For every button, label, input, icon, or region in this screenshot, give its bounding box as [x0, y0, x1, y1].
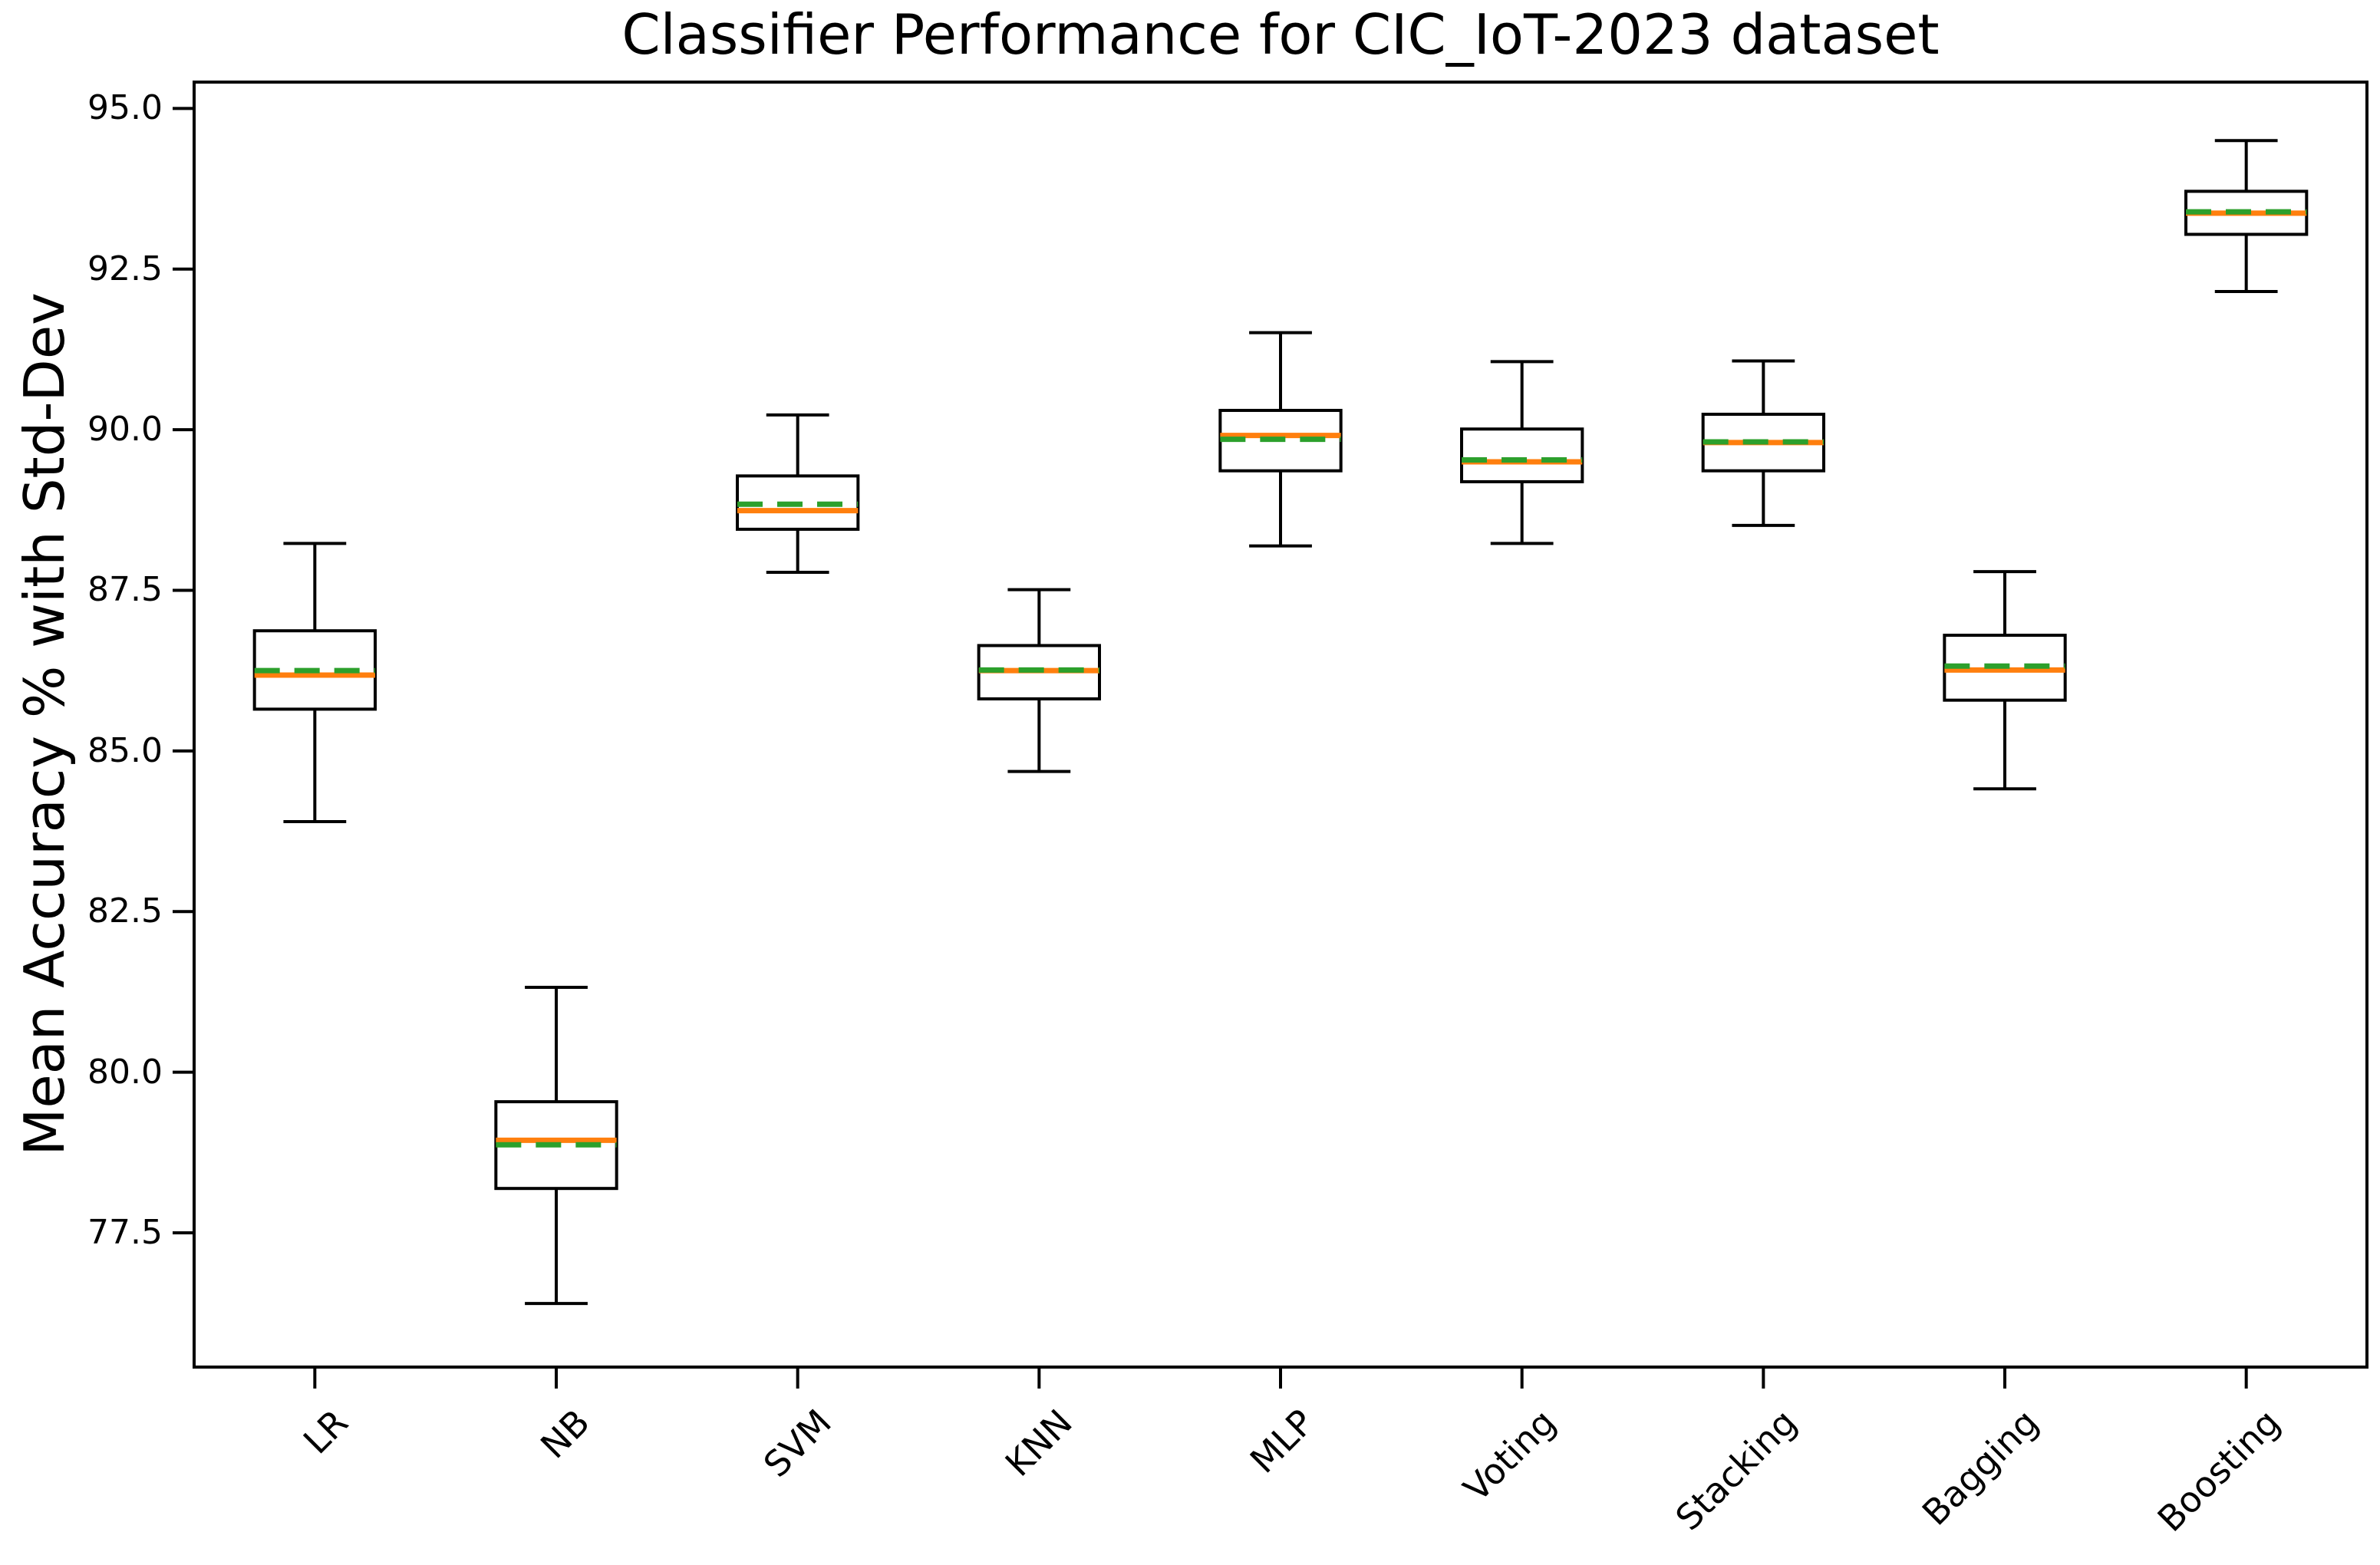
- y-tick-label: 87.5: [87, 570, 163, 610]
- y-tick-label: 80.0: [87, 1052, 163, 1092]
- box-voting: [1460, 427, 1584, 483]
- y-tick-label: 77.5: [87, 1212, 163, 1252]
- chart-title: Classifier Performance for CIC_IoT-2023 …: [621, 2, 1940, 67]
- plot-border: [193, 81, 2368, 1369]
- y-tick-label: 92.5: [87, 249, 163, 288]
- y-tick-label: 95.0: [87, 88, 163, 128]
- y-tick-label: 82.5: [87, 891, 163, 931]
- y-tick-label: 85.0: [87, 730, 163, 770]
- y-tick-label: 90.0: [87, 410, 163, 450]
